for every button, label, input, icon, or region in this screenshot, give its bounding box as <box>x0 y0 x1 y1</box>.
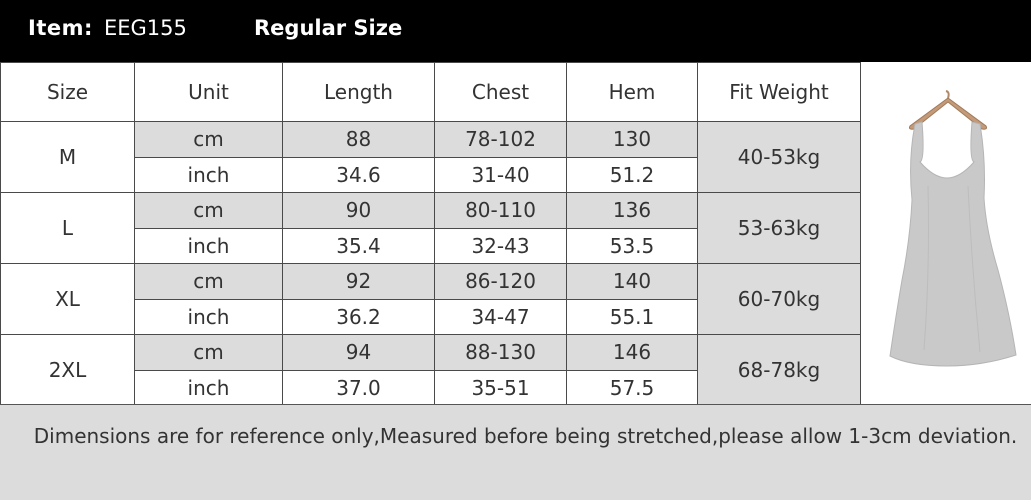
hem-cell: 130 <box>566 121 698 158</box>
chest-cell: 86-120 <box>434 263 567 300</box>
column-header-chest: Chest <box>434 62 567 122</box>
hem-cell: 136 <box>566 192 698 229</box>
item-code: EEG155 <box>104 16 187 40</box>
hem-cell: 57.5 <box>566 369 698 406</box>
column-header-size: Size <box>0 62 135 122</box>
chest-cell: 78-102 <box>434 121 567 158</box>
column-header-fit-weight: Fit Weight <box>697 62 861 122</box>
size-cell: M <box>0 121 135 193</box>
length-cell: 94 <box>282 334 435 371</box>
table-row: XL cm 92 86-120 140 60-70kg <box>0 263 861 335</box>
length-cell: 36.2 <box>282 298 435 335</box>
table-row: inch 36.2 34-47 55.1 <box>1 298 861 335</box>
length-cell: 37.0 <box>282 369 435 406</box>
hem-cell: 55.1 <box>566 298 698 335</box>
table-header-row: Size Unit Length Chest Hem Fit Weight <box>0 62 861 122</box>
size-cell: 2XL <box>0 334 135 406</box>
size-chart-table: Size Unit Length Chest Hem Fit Weight M … <box>0 62 861 406</box>
unit-cell: cm <box>134 263 283 300</box>
hem-cell: 53.5 <box>566 227 698 264</box>
size-cell: XL <box>0 263 135 335</box>
hem-cell: 140 <box>566 263 698 300</box>
length-cell: 34.6 <box>282 156 435 193</box>
column-header-unit: Unit <box>134 62 283 122</box>
unit-cell: cm <box>134 334 283 371</box>
item-label: Item: <box>28 16 93 40</box>
unit-cell: cm <box>134 192 283 229</box>
fit-weight-cell: 68-78kg <box>697 334 861 406</box>
unit-cell: inch <box>134 156 283 193</box>
table-row: inch 34.6 31-40 51.2 <box>1 156 861 193</box>
size-cell: L <box>0 192 135 264</box>
length-cell: 35.4 <box>282 227 435 264</box>
product-image <box>870 90 1020 370</box>
chest-cell: 32-43 <box>434 227 567 264</box>
chest-cell: 34-47 <box>434 298 567 335</box>
disclaimer-note: Dimensions are for reference only,Measur… <box>33 424 1018 448</box>
length-cell: 88 <box>282 121 435 158</box>
header-bar: Item: EEG155 Regular Size <box>0 0 1031 62</box>
unit-cell: inch <box>134 298 283 335</box>
length-cell: 90 <box>282 192 435 229</box>
size-type: Regular Size <box>254 16 403 40</box>
chest-cell: 35-51 <box>434 369 567 406</box>
table-row: 2XL cm 94 88-130 146 68-78kg <box>0 334 861 406</box>
table-row: L cm 90 80-110 136 53-63kg <box>0 192 861 264</box>
fit-weight-cell: 53-63kg <box>697 192 861 264</box>
chest-cell: 31-40 <box>434 156 567 193</box>
column-header-hem: Hem <box>566 62 698 122</box>
unit-cell: inch <box>134 369 283 406</box>
unit-cell: cm <box>134 121 283 158</box>
chest-cell: 88-130 <box>434 334 567 371</box>
fit-weight-cell: 40-53kg <box>697 121 861 193</box>
disclaimer-footer: Dimensions are for reference only,Measur… <box>0 404 1031 500</box>
hem-cell: 51.2 <box>566 156 698 193</box>
column-header-length: Length <box>282 62 435 122</box>
fit-weight-cell: 60-70kg <box>697 263 861 335</box>
hem-cell: 146 <box>566 334 698 371</box>
unit-cell: inch <box>134 227 283 264</box>
chest-cell: 80-110 <box>434 192 567 229</box>
table-row: inch 35.4 32-43 53.5 <box>1 227 861 264</box>
length-cell: 92 <box>282 263 435 300</box>
dress-on-hanger-icon <box>889 90 1017 367</box>
table-row: M cm 88 78-102 130 40-53kg <box>0 121 861 193</box>
